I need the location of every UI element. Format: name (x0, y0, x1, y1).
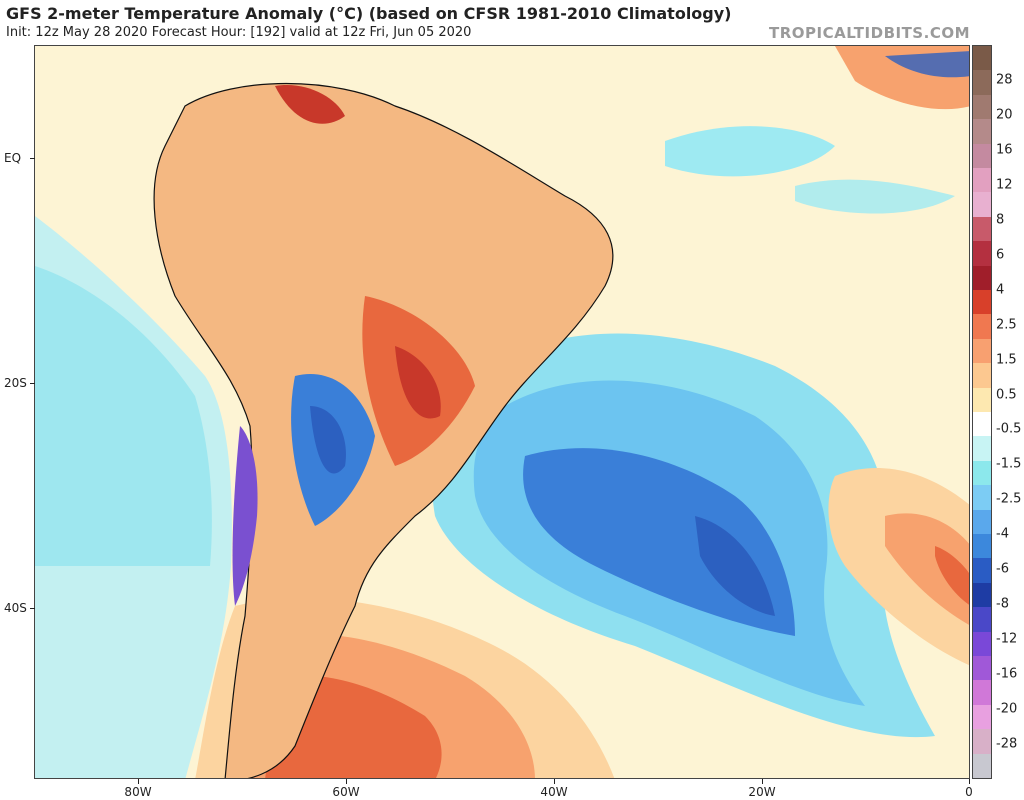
colorbar-segment (973, 534, 991, 559)
colorbar-segment (973, 338, 991, 364)
colorbar-segment (973, 704, 991, 730)
pacific-cool-core (35, 266, 212, 566)
colorbar-tick-label: -20 (996, 701, 1018, 717)
colorbar-segment (973, 485, 991, 511)
east-warm-outer (828, 468, 969, 666)
colorbar-segment (973, 680, 991, 706)
lon-tick (969, 779, 970, 784)
colorbar-segment (973, 216, 991, 242)
lon-label-80w: 80W (124, 785, 152, 799)
lat-label-40s: 40S (4, 601, 27, 615)
colorbar-segment (973, 412, 991, 437)
colorbar-segment (973, 363, 991, 389)
chart-subtitle: Init: 12z May 28 2020 Forecast Hour: [19… (6, 25, 472, 40)
colorbar-segment (973, 509, 991, 535)
colorbar-tick-label: 6 (996, 247, 1005, 263)
colorbar-segment (973, 290, 991, 315)
colorbar-segment (973, 460, 991, 486)
brand-label: TROPICALTIDBITS.COM (769, 24, 970, 42)
colorbar-segment (973, 631, 991, 657)
colorbar-tick-label: 16 (996, 142, 1013, 158)
anomaly-map (34, 45, 970, 779)
colorbar-segment (973, 314, 991, 340)
colorbar-segment (973, 582, 991, 608)
colorbar-tick-label: -6 (996, 561, 1009, 577)
map-canvas (35, 46, 969, 778)
lat-label-eq: EQ (4, 151, 22, 165)
colorbar-tick-label: -8 (996, 596, 1009, 612)
colorbar-tick-label: 4 (996, 282, 1005, 298)
lon-label-60w: 60W (332, 785, 360, 799)
colorbar-segment (973, 265, 991, 291)
venezuela-hot (275, 85, 345, 124)
colorbar-tick-label: -4 (996, 526, 1009, 542)
atlantic-cool-patch (665, 126, 835, 177)
colorbar-segment (973, 46, 991, 71)
colorbar-tick-label: -2.5 (996, 491, 1022, 507)
colorbar-segment (973, 656, 991, 681)
colorbar-tick-label: 28 (996, 72, 1013, 88)
colorbar-segment (973, 436, 991, 462)
colorbar-segment (973, 729, 991, 755)
lon-tick (762, 779, 763, 784)
colorbar-tick-label: -28 (996, 736, 1018, 752)
colorbar-segment (973, 70, 991, 96)
colorbar-segment (973, 241, 991, 267)
colorbar-tick-label: -1.5 (996, 456, 1022, 472)
atlantic-cool-patch-2 (795, 179, 955, 214)
lon-label-40w: 40W (540, 785, 568, 799)
colorbar-tick-label: 12 (996, 177, 1013, 193)
colorbar-segment (973, 168, 991, 193)
colorbar-tick-label: 1.5 (996, 352, 1017, 368)
colorbar-segment (973, 119, 991, 145)
chart-title: GFS 2-meter Temperature Anomaly (°C) (ba… (6, 4, 732, 23)
colorbar-tick-label: -0.5 (996, 421, 1022, 437)
lon-tick (138, 779, 139, 784)
colorbar-segment (973, 94, 991, 120)
lat-tick (30, 158, 35, 159)
lon-tick (554, 779, 555, 784)
colorbar-segment (973, 192, 991, 218)
colorbar-tick-label: 0.5 (996, 387, 1017, 403)
lon-tick (346, 779, 347, 784)
colorbar-tick-label: 20 (996, 107, 1013, 123)
colorbar-segment (973, 753, 991, 779)
lat-tick (30, 608, 35, 609)
colorbar-segment (973, 387, 991, 413)
lon-label-20w: 20W (748, 785, 776, 799)
colorbar-tick-label: 2.5 (996, 317, 1017, 333)
africa-cool (885, 51, 969, 78)
lon-label-0: 0 (965, 785, 973, 799)
colorbar-tick-label: -16 (996, 666, 1018, 682)
colorbar-tick-label: 8 (996, 212, 1005, 228)
andes-cold-strip (232, 426, 258, 606)
south-atlantic-cool-core (695, 516, 775, 616)
east-warm-mid (885, 513, 969, 625)
colorbar-segment (973, 558, 991, 584)
east-warm-core (935, 546, 969, 605)
colorbar-segment (973, 607, 991, 633)
colorbar-tick-label: -12 (996, 631, 1018, 647)
lat-tick (30, 383, 35, 384)
colorbar-segment (973, 143, 991, 169)
lat-label-20s: 20S (4, 376, 27, 390)
brazil-hot-core (395, 346, 441, 419)
interior-cold-core (310, 406, 346, 474)
colorbar (972, 45, 992, 779)
